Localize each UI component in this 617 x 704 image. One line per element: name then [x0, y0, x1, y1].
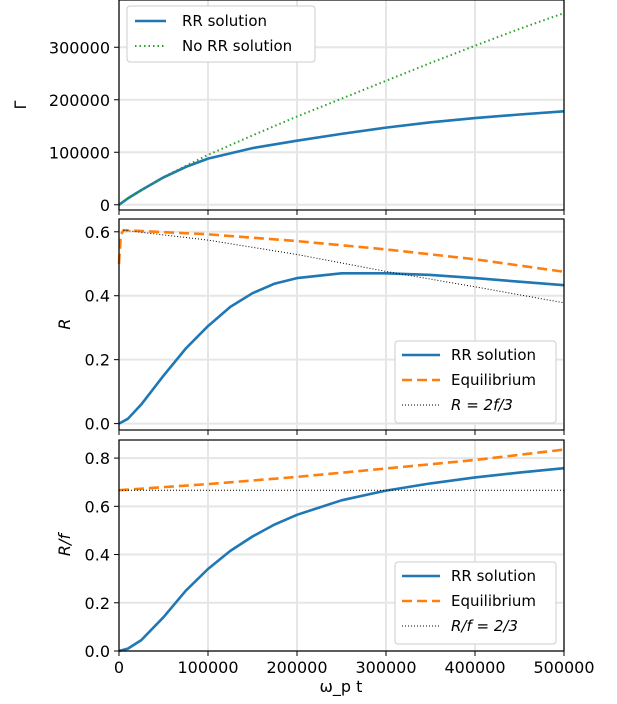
panel-rf: 0.0 0.2 0.4 0.6 0.8 R/f RR solution Equilibr… — [55, 439, 595, 697]
y-tick-label: 0.2 — [85, 594, 110, 613]
series-line-0 — [118, 271, 565, 425]
legend-label-rr: RR solution — [182, 12, 267, 30]
ticks: 0.0 0.2 0.4 0.6 — [85, 223, 565, 435]
legend: RR solution Equilibrium R/f = 2/3 — [394, 561, 557, 645]
y-tick-label: 0.0 — [85, 642, 110, 661]
series-group — [117, 228, 565, 425]
legend-box — [394, 561, 557, 645]
series-line-1 — [118, 12, 565, 206]
panel-gamma: 0 100000 200000 300000 Γ RR solution No RR … — [11, 0, 565, 215]
series-line-2 — [123, 229, 565, 304]
y-tick-label: 0.2 — [85, 351, 110, 370]
legend-label-ref: R/f = 2/3 — [451, 617, 518, 635]
y-tick-label: 0.8 — [85, 449, 110, 468]
x-tick-label: 0 — [114, 658, 124, 677]
series-line-0 — [118, 110, 565, 206]
series-group — [118, 448, 565, 653]
panel-r: 0.0 0.2 0.4 0.6 R RR solution Equilibrium R… — [55, 218, 565, 435]
y-tick-label: 0 — [100, 196, 110, 215]
series-line-0 — [118, 466, 565, 653]
y-axis-label: Γ — [11, 100, 30, 109]
axes-frame — [118, 439, 565, 652]
x-axis-label: ω_p t — [320, 677, 363, 697]
x-tick-labels: 0 100000 200000 300000 400000 500000 — [114, 658, 595, 677]
x-tick-label: 400000 — [444, 658, 505, 677]
legend-label-eq: Equilibrium — [451, 371, 536, 389]
legend-label-norr: No RR solution — [182, 37, 292, 55]
y-tick-label: 0.6 — [85, 497, 110, 516]
legend-box — [126, 5, 316, 63]
y-tick-label: 0.4 — [85, 287, 110, 306]
legend-label-rr: RR solution — [451, 567, 536, 585]
series-line-1 — [117, 228, 565, 274]
y-tick-label: 0.0 — [85, 415, 110, 434]
y-tick-label: 0.6 — [85, 223, 110, 242]
legend-label-rr: RR solution — [451, 346, 536, 364]
legend-label-ref: R = 2f/3 — [451, 396, 513, 414]
legend: RR solution Equilibrium R = 2f/3 — [394, 340, 557, 424]
y-tick-label: 0.4 — [85, 546, 110, 565]
y-axis-label: R — [55, 318, 74, 329]
x-tick-label: 300000 — [355, 658, 416, 677]
ticks: 0.0 0.2 0.4 0.6 0.8 — [85, 449, 565, 661]
y-tick-label: 100000 — [49, 143, 110, 162]
x-tick-label: 500000 — [533, 658, 594, 677]
y-tick-label: 200000 — [49, 91, 110, 110]
ticks: 0 100000 200000 300000 — [49, 38, 565, 215]
legend: RR solution No RR solution — [126, 5, 316, 63]
y-tick-label: 300000 — [49, 38, 110, 57]
axes-frame — [118, 218, 565, 431]
axes-frame — [118, 0, 565, 211]
series-group — [118, 12, 565, 206]
x-tick-label: 100000 — [177, 658, 238, 677]
x-tick-label: 200000 — [266, 658, 327, 677]
series-line-1 — [118, 448, 565, 492]
legend-label-eq: Equilibrium — [451, 592, 536, 610]
legend-box — [394, 340, 557, 424]
y-axis-label: R/f — [55, 532, 74, 557]
